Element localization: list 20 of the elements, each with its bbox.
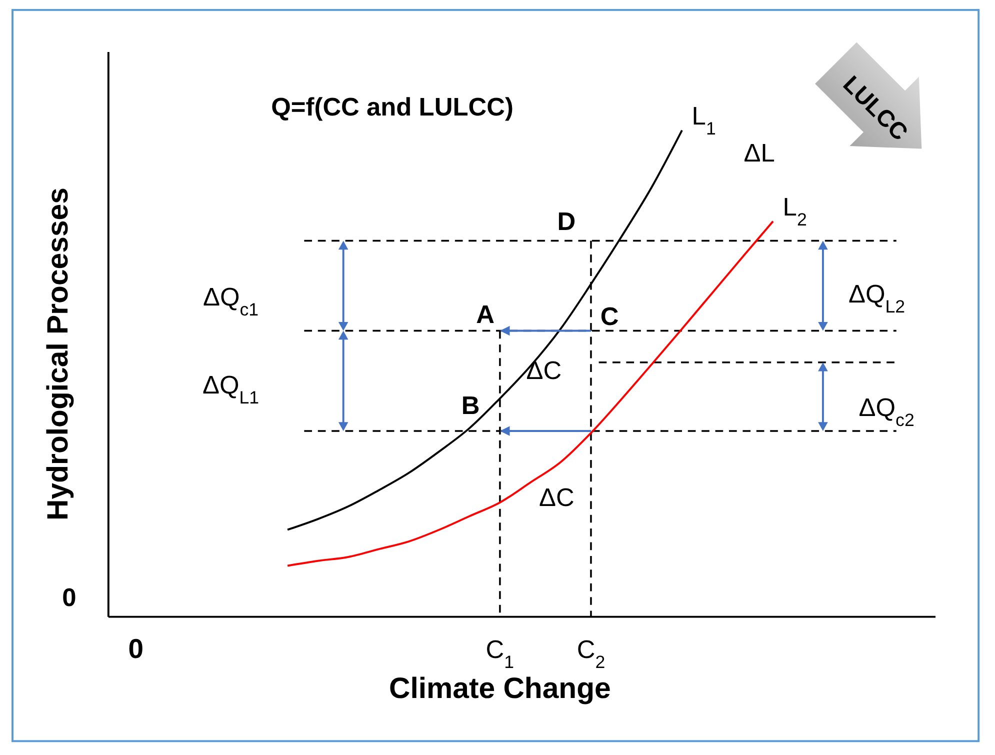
x-tick-label: C$_{2}$ bbox=[576, 636, 606, 672]
annotation: D bbox=[557, 208, 576, 236]
annotation: ΔC bbox=[539, 484, 574, 512]
series-label: L$_{2}$ bbox=[782, 193, 807, 230]
annotation: ΔQ$_{c1}$ bbox=[202, 284, 259, 320]
chart-title: Q=f(CC and LULCC) bbox=[271, 94, 514, 122]
annotation: ΔQ$_{L2}$ bbox=[848, 280, 906, 317]
annotation: B bbox=[461, 392, 480, 420]
x-tick-label: 0 bbox=[128, 632, 144, 664]
annotation: ΔQ$_{c2}$ bbox=[858, 394, 914, 430]
annotation: C bbox=[600, 303, 619, 332]
series-label: L$_{1}$ bbox=[692, 102, 716, 138]
annotation: ΔQ$_{L1}$ bbox=[202, 372, 260, 408]
x-axis-title: Climate Change bbox=[389, 672, 611, 706]
x-tick-label: C$_{1}$ bbox=[486, 636, 514, 672]
annotation: A bbox=[476, 301, 494, 330]
annotation: ΔC bbox=[526, 356, 562, 385]
y-axis-title: Hydrological Processes bbox=[41, 188, 74, 520]
annotation: ΔL bbox=[744, 140, 775, 168]
text: 0 bbox=[62, 584, 76, 612]
